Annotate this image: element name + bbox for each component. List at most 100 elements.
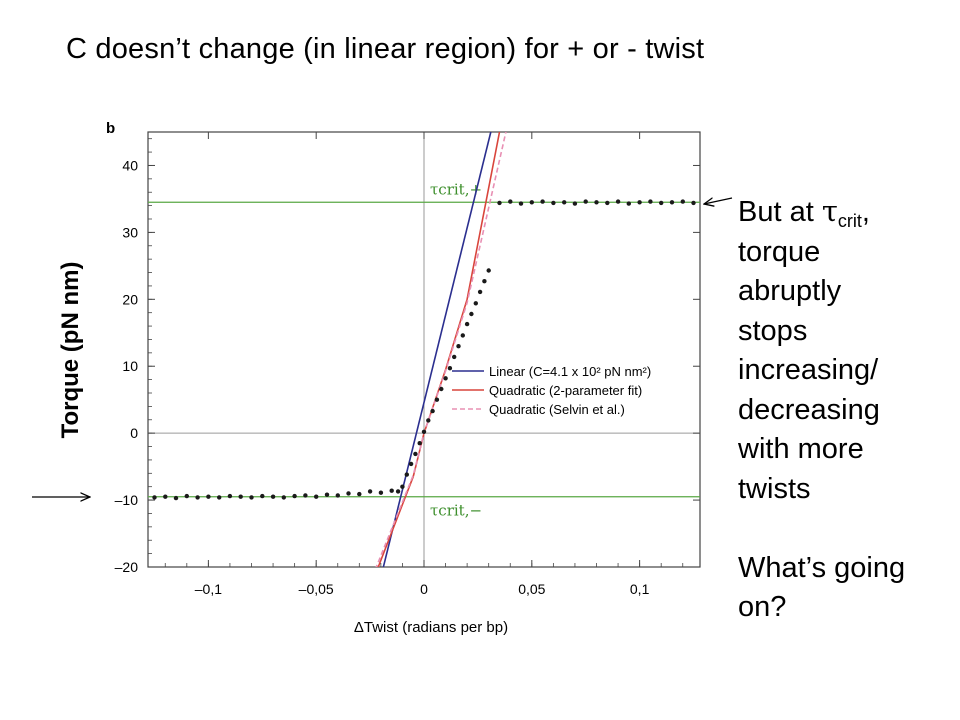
data-point <box>421 429 427 434</box>
panel-label: b <box>106 120 115 137</box>
data-point <box>508 199 513 204</box>
data-point <box>659 200 664 206</box>
data-point <box>367 489 373 494</box>
data-point <box>184 493 189 499</box>
data-point <box>281 495 286 500</box>
data-point <box>486 268 491 273</box>
data-point <box>163 494 168 499</box>
data-point <box>238 494 243 499</box>
x-tick-label: 0 <box>420 581 428 597</box>
data-point <box>562 200 567 205</box>
data-point <box>173 495 179 501</box>
note-line: twists <box>738 472 811 505</box>
data-point <box>417 441 422 446</box>
data-point <box>460 333 465 338</box>
note-line: abruptly <box>738 275 842 307</box>
tau-crit-plus-label: τcrit,+ <box>430 180 482 198</box>
data-point <box>206 494 211 499</box>
legend-label-3: Quadratic (Selvin et al.) <box>489 402 625 417</box>
x-tick-label: –0,05 <box>299 581 334 597</box>
data-point <box>680 199 685 204</box>
data-point <box>540 199 545 204</box>
data-point <box>389 488 394 493</box>
data-point <box>615 199 621 204</box>
data-point <box>473 301 478 306</box>
data-point <box>669 200 675 205</box>
data-point <box>314 494 319 499</box>
data-point <box>626 201 631 206</box>
data-point <box>404 472 409 477</box>
y-tick-label: 20 <box>122 291 138 307</box>
data-point <box>335 493 340 498</box>
y-tick-label: –20 <box>115 559 139 575</box>
data-point <box>270 494 276 499</box>
y-tick-label: 30 <box>122 224 138 240</box>
data-point <box>583 199 588 204</box>
x-axis-label: ΔTwist (radians per bp) <box>354 619 508 636</box>
data-point <box>469 311 474 317</box>
x-tick-label: 0,05 <box>518 581 545 597</box>
data-point <box>452 354 457 360</box>
data-point <box>152 495 157 500</box>
data-point <box>324 492 330 497</box>
note-line: with more <box>738 433 864 465</box>
data-point <box>292 493 297 499</box>
question-line: on? <box>738 591 787 623</box>
data-point <box>195 495 200 500</box>
y-tick-label: 0 <box>130 425 138 441</box>
data-point <box>572 201 578 206</box>
data-point <box>443 376 448 381</box>
data-point <box>439 386 444 392</box>
data-point <box>691 200 696 206</box>
legend-label-1: Linear (C=4.1 x 10² pN nm²) <box>489 364 651 379</box>
x-tick-label: –0,1 <box>195 581 222 597</box>
note-line: stops <box>738 314 808 347</box>
data-point <box>594 200 599 205</box>
data-point <box>260 493 265 499</box>
data-point <box>637 200 642 205</box>
note-line: decreasing <box>738 393 880 426</box>
data-point <box>395 489 401 494</box>
y-tick-label: 10 <box>122 358 138 374</box>
data-point <box>447 366 453 371</box>
data-point <box>529 200 534 205</box>
data-points <box>152 199 696 501</box>
question-line: What’s going <box>738 551 906 584</box>
data-point <box>518 201 524 206</box>
data-point <box>227 493 233 499</box>
data-point <box>413 451 418 457</box>
tau-crit-minus-label: τcrit,− <box>430 502 482 520</box>
data-point <box>249 495 254 500</box>
side-note: But at τcrit, torque abruptly stops incr… <box>738 192 953 628</box>
slide-title: C doesn’t change (in linear region) for … <box>66 33 705 65</box>
y-tick-label: 40 <box>122 157 138 173</box>
data-point <box>426 418 431 423</box>
plot-area: τcrit,+ τcrit,− –20 –10 0 10 20 30 40 –0,1 –0,05 0 0… <box>115 131 701 597</box>
note-line: torque <box>738 235 821 268</box>
fit-curves <box>375 132 507 567</box>
data-point <box>648 199 653 204</box>
data-point <box>497 200 502 206</box>
series-line-3 <box>375 132 507 567</box>
arrow-to-tau-crit-plus <box>704 198 733 204</box>
legend-label-2: Quadratic (2-parameter fit) <box>489 383 642 398</box>
data-point <box>378 490 384 495</box>
data-point <box>605 200 610 206</box>
x-tick-label: 0,1 <box>630 581 650 597</box>
data-point <box>551 200 556 206</box>
data-point <box>464 321 470 327</box>
legend: Linear (C=4.1 x 10² pN nm²) Quadratic (2-… <box>452 364 651 417</box>
data-point <box>434 397 440 402</box>
data-point <box>482 279 487 284</box>
data-point <box>456 344 461 349</box>
data-point <box>477 289 483 295</box>
data-point <box>357 491 362 497</box>
y-axis-label: Torque (pN nm) <box>57 262 84 439</box>
series-line-1 <box>382 132 492 567</box>
note-line: increasing/ <box>738 354 879 386</box>
data-point <box>400 484 405 489</box>
data-point <box>408 461 414 467</box>
data-point <box>346 491 351 496</box>
data-point <box>430 408 435 414</box>
